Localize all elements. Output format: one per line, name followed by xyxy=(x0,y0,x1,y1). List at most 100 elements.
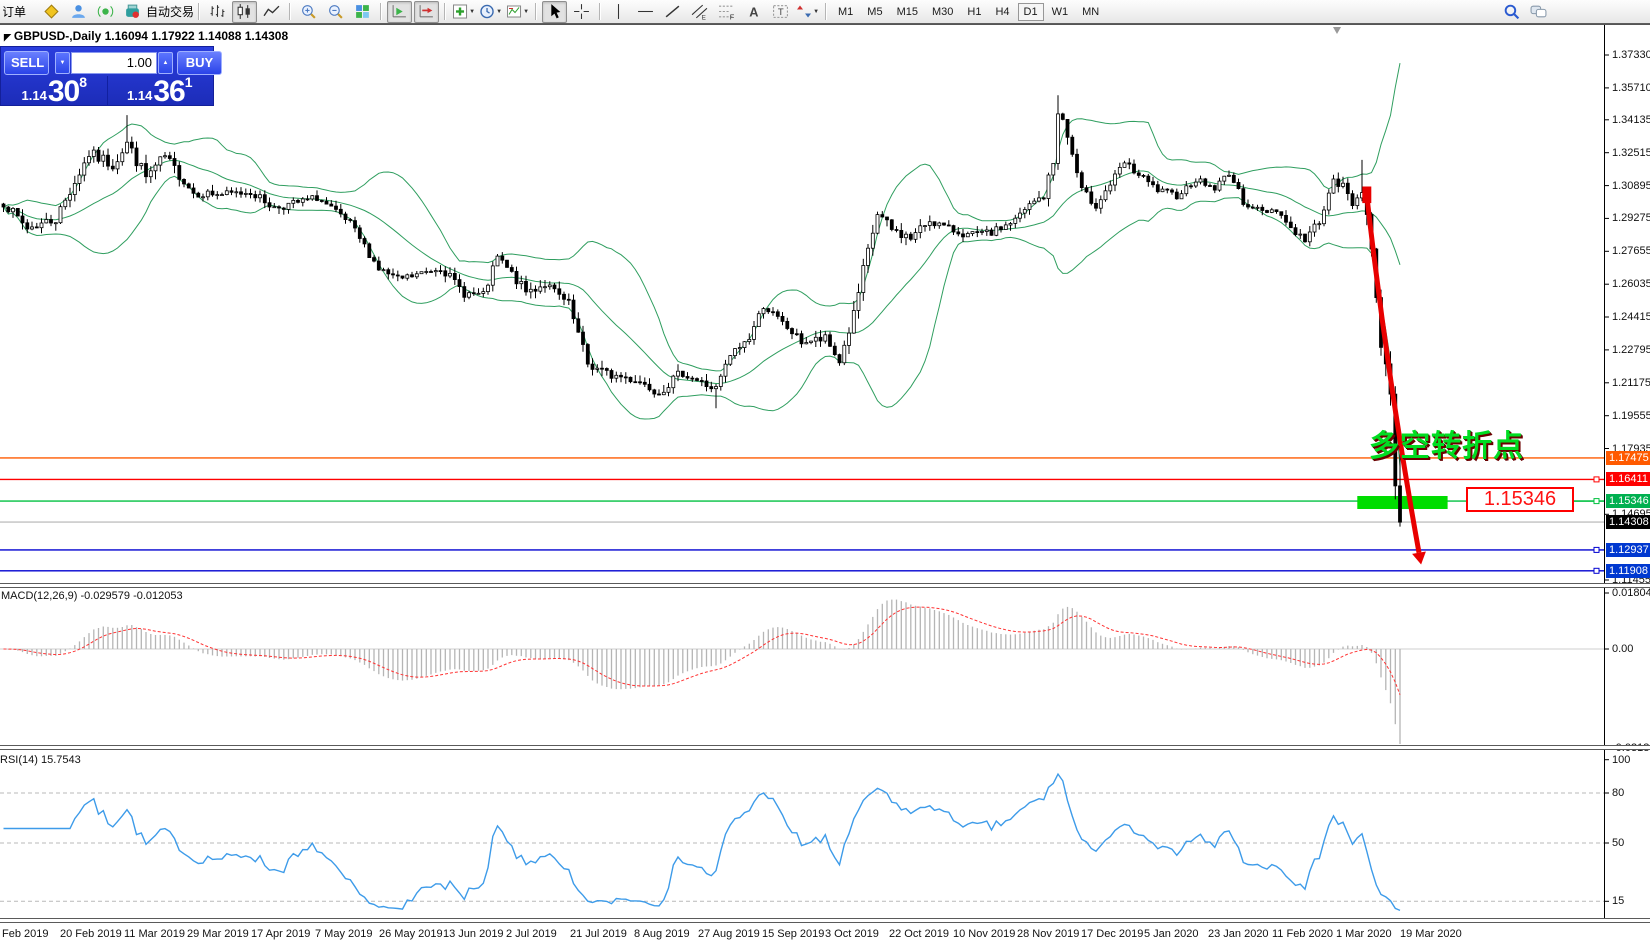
date-label: 11 Mar 2019 xyxy=(124,928,185,940)
date-label: 17 Apr 2019 xyxy=(251,928,311,940)
date-label: 15 Sep 2019 xyxy=(762,928,825,940)
buy-button[interactable]: BUY xyxy=(177,50,222,75)
chart-shift-button[interactable] xyxy=(414,0,440,23)
date-label: 20 Feb 2019 xyxy=(60,928,122,940)
timeframe-m5-button[interactable]: M5 xyxy=(867,5,883,18)
price-tick-label: 1.24415 xyxy=(1612,311,1650,323)
macd-signal-line xyxy=(3,606,1401,695)
rsi-line xyxy=(3,772,1401,912)
price-tick-label: 1.32515 xyxy=(1612,147,1650,159)
sell-price-big: 30 xyxy=(47,75,80,108)
profile-icon[interactable] xyxy=(66,1,91,23)
pane-separator-rsi-dates xyxy=(0,918,1650,923)
chart-borders xyxy=(0,24,1650,921)
chat-icon[interactable] xyxy=(1526,1,1551,23)
buy-price[interactable]: 1.14 36 1 xyxy=(110,74,211,107)
timeframe-h1-button[interactable]: H1 xyxy=(967,5,982,18)
date-label: 1 Mar 2020 xyxy=(1336,928,1392,940)
toolbar-separator xyxy=(535,3,538,20)
arrows-button[interactable]: ▼ xyxy=(795,1,820,23)
zoom-in-button[interactable] xyxy=(296,1,321,23)
svg-text:T: T xyxy=(778,7,784,18)
crosshair-button[interactable] xyxy=(569,1,594,23)
vertical-line-button[interactable] xyxy=(606,1,631,23)
templates-button[interactable]: ▼ xyxy=(505,1,530,23)
dropdown-caret-icon[interactable]: ▼ xyxy=(813,8,820,15)
date-label: Feb 2019 xyxy=(2,928,49,940)
macd-tick-label: 0.018048 xyxy=(1612,587,1650,599)
svg-text:A: A xyxy=(749,4,758,19)
chart-title: ◤ GBPUSD-,Daily 1.16094 1.17922 1.14088 1… xyxy=(4,29,288,43)
toolbar-separator xyxy=(444,3,447,20)
line-chart-button[interactable] xyxy=(259,1,284,23)
sell-button[interactable]: SELL xyxy=(4,50,49,75)
date-label: 7 May 2019 xyxy=(315,928,373,940)
buy-price-small: 1.14 xyxy=(127,88,153,103)
pane-separator-main-macd[interactable] xyxy=(0,583,1650,588)
dropdown-caret-icon[interactable]: ▼ xyxy=(496,8,503,15)
tile-windows-button[interactable] xyxy=(350,1,375,23)
sell-price[interactable]: 1.14 30 8 xyxy=(4,74,105,108)
auto-scroll-button[interactable] xyxy=(387,0,413,23)
new-order-button[interactable]: 新订单 xyxy=(3,4,27,19)
volume-down-button[interactable]: ▼ xyxy=(55,51,70,74)
window-icon: ◤ xyxy=(4,32,11,42)
date-label: 27 Aug 2019 xyxy=(698,928,760,940)
timeframe-mn-button[interactable]: MN xyxy=(1082,5,1100,18)
channel-button[interactable]: E xyxy=(687,1,712,23)
volume-up-button[interactable]: ▲ xyxy=(158,51,173,74)
candlestick-chart-button[interactable] xyxy=(232,0,258,23)
macd-histogram xyxy=(7,599,1401,744)
indicators-button[interactable]: ▼ xyxy=(451,1,476,23)
date-label: 26 May 2019 xyxy=(379,928,443,940)
volume-input[interactable] xyxy=(71,51,157,74)
trendline-button[interactable] xyxy=(660,1,685,23)
price-level-tag: 1.15346 xyxy=(1466,487,1574,512)
pane-separator-macd-rsi[interactable] xyxy=(0,745,1650,750)
text-label-button[interactable]: T xyxy=(768,1,793,23)
toolbar-separator xyxy=(289,3,292,20)
buy-price-sup: 1 xyxy=(184,74,193,90)
price-badge: 1.15346 xyxy=(1606,494,1650,508)
chart-shift-marker-icon[interactable] xyxy=(1333,27,1341,34)
date-label: 22 Oct 2019 xyxy=(889,928,949,940)
timeframe-w1-button[interactable]: W1 xyxy=(1051,5,1069,18)
price-badge: 1.16411 xyxy=(1606,472,1650,486)
periods-button[interactable]: ▼ xyxy=(478,1,503,23)
green-support-band xyxy=(1357,496,1448,509)
price-tick-label: 1.21175 xyxy=(1612,377,1650,389)
bar-chart-button[interactable] xyxy=(205,1,230,23)
timeframe-m30-button[interactable]: M30 xyxy=(931,5,954,18)
price-tick-label: 1.37330 xyxy=(1612,49,1650,61)
line-anchor-squares[interactable] xyxy=(1593,476,1600,574)
chart-title-text: GBPUSD-,Daily 1.16094 1.17922 1.14088 1.… xyxy=(13,29,289,43)
timeframe-h4-button[interactable]: H4 xyxy=(995,5,1010,18)
date-label: 28 Nov 2019 xyxy=(1017,928,1080,940)
date-label: 21 Jul 2019 xyxy=(570,928,627,940)
date-label: 5 Jan 2020 xyxy=(1144,928,1199,940)
news-broadcast-icon[interactable] xyxy=(93,1,118,23)
dropdown-caret-icon[interactable]: ▼ xyxy=(469,8,476,15)
timeframe-m15-button[interactable]: M15 xyxy=(896,5,918,18)
text-button[interactable]: A xyxy=(741,1,766,23)
toolbar: 新订单 自动交易 ▼ ▼ ▼ E F A T ▼ M1 M5 M15 M30 H1 H4 D1 W1 MN xyxy=(0,0,1650,24)
sell-price-sup: 8 xyxy=(79,74,87,90)
horizontal-line-button[interactable] xyxy=(633,1,658,23)
zoom-out-button[interactable] xyxy=(323,1,348,23)
fibonacci-button[interactable]: F xyxy=(714,1,739,23)
timeframe-d1-button[interactable]: D1 xyxy=(1017,2,1044,21)
cursor-button[interactable] xyxy=(542,0,568,23)
date-label: 13 Jun 2019 xyxy=(443,928,504,940)
bull-bear-turning-point-annotation: 多空转折点 xyxy=(1369,430,1524,463)
toolbar-separator xyxy=(198,3,201,20)
history-center-icon[interactable] xyxy=(39,1,64,23)
date-label: 3 Oct 2019 xyxy=(825,928,879,940)
autotrading-button[interactable] xyxy=(120,1,145,23)
timeframe-m1-button[interactable]: M1 xyxy=(838,5,854,18)
rsi-indicator-label: RSI(14) 15.7543 xyxy=(0,754,81,766)
crash-trend-arrow xyxy=(1364,195,1426,565)
search-icon[interactable] xyxy=(1499,1,1524,23)
date-label: 10 Nov 2019 xyxy=(953,928,1016,940)
autotrading-button-label[interactable]: 自动交易 xyxy=(146,5,195,19)
dropdown-caret-icon[interactable]: ▼ xyxy=(523,8,530,15)
